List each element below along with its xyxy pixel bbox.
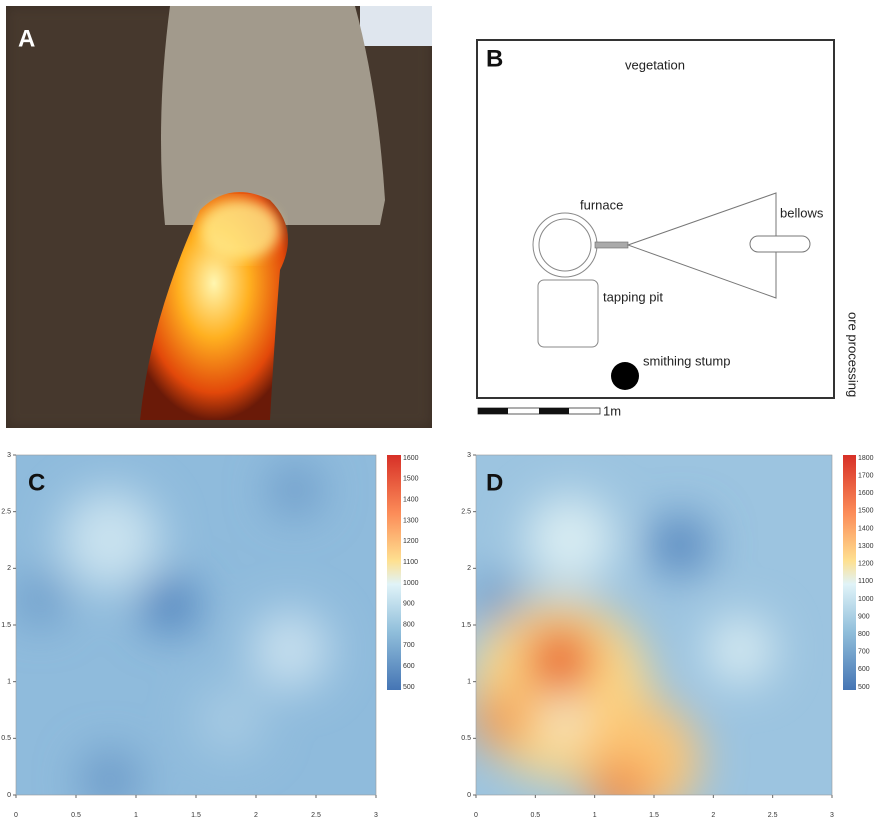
colorbar-label: 1600 xyxy=(858,490,874,497)
colorbar-label: 1500 xyxy=(403,476,419,483)
heatmap xyxy=(476,455,832,795)
site-boundary xyxy=(476,39,835,399)
y-tick-label: 0 xyxy=(7,792,11,799)
furnace-outer xyxy=(532,212,598,278)
colorbar-label: 500 xyxy=(858,684,870,691)
colorbar-label: 1100 xyxy=(858,578,873,585)
colorbar-label: 700 xyxy=(403,642,415,649)
label: smithing stump xyxy=(643,353,730,368)
panel-label: A xyxy=(18,25,35,52)
y-tick-label: 1.5 xyxy=(1,622,11,629)
colorbar-label: 600 xyxy=(403,663,415,670)
colorbar-label: 500 xyxy=(403,684,415,691)
y-tick-label: 2.5 xyxy=(461,509,471,516)
x-tick-label: 0.5 xyxy=(530,812,540,819)
x-tick-label: 1.5 xyxy=(191,812,201,819)
colorbar-label: 1500 xyxy=(858,508,874,515)
colorbar-label: 1300 xyxy=(858,543,874,550)
x-tick-label: 1.5 xyxy=(649,812,659,819)
colorbar xyxy=(387,455,401,690)
y-tick-label: 3 xyxy=(467,452,471,459)
colorbar-label: 1400 xyxy=(403,496,419,503)
heatmap xyxy=(16,455,376,795)
label: ore processing xyxy=(846,312,861,397)
y-tick-label: 0 xyxy=(467,792,471,799)
colorbar-label: 1000 xyxy=(858,596,874,603)
colorbar-label: 600 xyxy=(858,666,870,673)
y-tick-label: 2 xyxy=(7,565,11,572)
colorbar-label: 1300 xyxy=(403,517,419,524)
tapping-pit xyxy=(537,279,599,348)
colorbar-label: 800 xyxy=(858,631,870,638)
scale-bar xyxy=(477,407,601,415)
smithing-stump xyxy=(611,362,639,390)
bellows-handle xyxy=(749,235,811,253)
x-tick-label: 2 xyxy=(711,812,715,819)
y-tick-label: 2 xyxy=(467,565,471,572)
colorbar-label: 800 xyxy=(403,621,415,628)
colorbar-label: 1600 xyxy=(403,455,419,462)
panel-label: D xyxy=(486,469,503,496)
colorbar-label: 1400 xyxy=(858,525,874,532)
tuyere xyxy=(594,241,629,249)
panel-label: B xyxy=(486,45,503,72)
photo xyxy=(6,6,432,428)
colorbar-label: 700 xyxy=(858,649,870,656)
x-tick-label: 2 xyxy=(254,812,258,819)
x-tick-label: 2.5 xyxy=(311,812,321,819)
y-tick-label: 1 xyxy=(467,679,471,686)
x-tick-label: 0 xyxy=(474,812,478,819)
label: vegetation xyxy=(625,57,685,72)
x-tick-label: 1 xyxy=(593,812,597,819)
x-tick-label: 3 xyxy=(374,812,378,819)
x-tick-label: 2.5 xyxy=(768,812,778,819)
y-tick-label: 1.5 xyxy=(461,622,471,629)
panel-label: C xyxy=(28,469,45,496)
x-tick-label: 3 xyxy=(830,812,834,819)
label: bellows xyxy=(780,205,824,220)
label: tapping pit xyxy=(603,289,663,304)
colorbar-label: 1200 xyxy=(858,561,874,568)
y-tick-label: 0.5 xyxy=(1,735,11,742)
y-tick-label: 2.5 xyxy=(1,509,11,516)
label: furnace xyxy=(580,197,623,212)
x-tick-label: 0 xyxy=(14,812,18,819)
label: 1m xyxy=(603,403,621,418)
y-tick-label: 1 xyxy=(7,679,11,686)
y-tick-label: 3 xyxy=(7,452,11,459)
colorbar-label: 1700 xyxy=(858,472,874,479)
colorbar-label: 900 xyxy=(403,601,415,608)
x-tick-label: 0.5 xyxy=(71,812,81,819)
x-tick-label: 1 xyxy=(134,812,138,819)
furnace-inner xyxy=(538,218,592,272)
colorbar-label: 1100 xyxy=(403,559,418,566)
colorbar xyxy=(843,455,856,690)
y-tick-label: 0.5 xyxy=(461,735,471,742)
colorbar-label: 900 xyxy=(858,613,870,620)
colorbar-label: 1000 xyxy=(403,580,419,587)
colorbar-label: 1200 xyxy=(403,538,419,545)
colorbar-label: 1800 xyxy=(858,455,874,462)
